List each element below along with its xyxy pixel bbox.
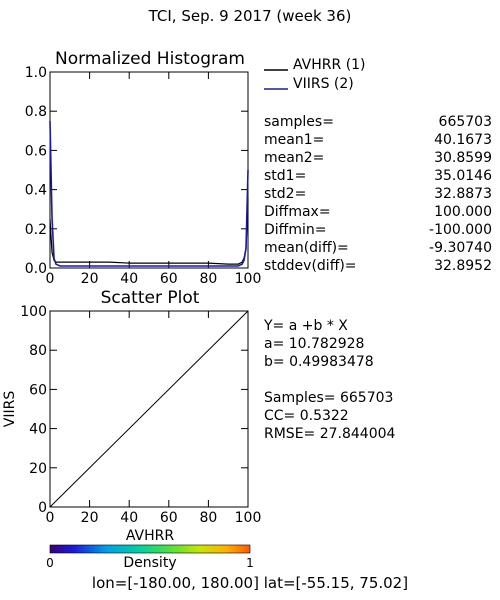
colorbar-gradient [49,544,251,554]
stat-value: 100.000 [434,204,492,220]
histogram-frame [49,71,249,269]
stat-label: std1= [264,168,306,184]
stat-value: 30.8599 [434,150,492,166]
y-tick-label: 100 [20,304,47,320]
x-tick-label: 80 [199,510,217,526]
histogram-stats: samples= 665703 mean1= 40.1673 mean2= 30.8599… [264,114,492,274]
colorbar-max-label: 1 [246,556,254,570]
x-tick-label: 0 [46,510,55,526]
stat-label: Diffmin= [264,222,326,238]
stat-value: 665703 [439,114,492,130]
scatter-reference-line [49,310,249,508]
histogram-legend: AVHRR (1) VIIRS (2) [264,57,366,92]
regression-stats: Y= a +b * X a= 10.782928 b= 0.49983478 S… [263,318,396,442]
stat-value: -100.000 [429,222,492,238]
y-tick-label: 40 [29,422,47,438]
y-tick-label: 80 [29,343,47,359]
x-tick-label: 0 [46,271,55,287]
stat-value: 40.1673 [434,132,492,148]
x-tick-label: 100 [235,271,262,287]
y-tick-label: 0.2 [25,222,47,238]
stat-label: Diffmax= [264,204,331,220]
series-line-avhrr [49,199,249,265]
stat-value: 32.8952 [434,258,492,274]
legend-label-viirs: VIIRS (2) [293,76,354,92]
regression-a: a= 10.782928 [264,336,364,352]
legend-label-avhrr: AVHRR (1) [293,57,366,73]
y-tick-label: 0 [38,500,47,516]
regression-equation: Y= a +b * X [263,318,348,334]
regression-rmse: RMSE= 27.844004 [264,426,396,442]
stat-label: samples= [264,114,334,130]
x-tick-label: 20 [81,510,99,526]
x-tick-label: 60 [160,510,178,526]
regression-samples: Samples= 665703 [264,390,393,406]
histogram-panel: Normalized Histogram 0 20 40 60 80 1000.00.20… [25,49,492,287]
y-tick-label: 0.4 [25,183,47,199]
stat-value: -9.30740 [429,240,492,256]
series-line-viirs [49,120,249,267]
stat-label: std2= [264,186,306,202]
scatter-title: Scatter Plot [101,288,200,308]
x-tick-label: 20 [81,271,99,287]
regression-b: b= 0.49983478 [264,354,374,370]
histogram-series [49,120,249,267]
y-tick-label: 60 [29,382,47,398]
page-title: TCI, Sep. 9 2017 (week 36) [148,7,352,25]
x-tick-label: 40 [120,510,138,526]
x-tick-label: 100 [235,510,262,526]
scatter-x-label: AVHRR [126,528,175,544]
y-tick-label: 0.6 [25,143,47,159]
histogram-title: Normalized Histogram [55,49,245,69]
x-tick-label: 40 [120,271,138,287]
stat-label: mean(diff)= [264,240,349,256]
y-tick-label: 0.0 [25,261,47,277]
footer-range: lon=[-180.00, 180.00] lat=[-55.15, 75.02… [92,574,408,592]
scatter-frame [49,310,249,508]
y-tick-label: 0.8 [25,104,47,120]
scatter-ticks: 0 20 40 60 80 100 0 20 40 60 80 100 [20,304,261,526]
y-tick-label: 1.0 [25,65,47,81]
scatter-y-label: VIIRS [2,391,18,428]
stat-label: mean1= [264,132,324,148]
stat-label: stddev(diff)= [264,258,357,274]
density-colorbar: 0 Density 1 [46,544,254,571]
stat-value: 32.8873 [434,186,492,202]
stat-value: 35.0146 [434,168,492,184]
x-tick-label: 80 [199,271,217,287]
x-tick-label: 60 [160,271,178,287]
scatter-panel: Scatter Plot 0 20 40 60 80 100 0 20 40 60 80 100 AV… [2,288,396,544]
stat-label: mean2= [264,150,324,166]
colorbar-label: Density [123,555,176,571]
histogram-ticks: 0 20 40 60 80 100 0.0 0.2 0.4 0.6 0.8 1.0 [25,65,262,287]
regression-cc: CC= 0.5322 [264,408,349,424]
colorbar-min-label: 0 [46,556,54,570]
y-tick-label: 20 [29,461,47,477]
